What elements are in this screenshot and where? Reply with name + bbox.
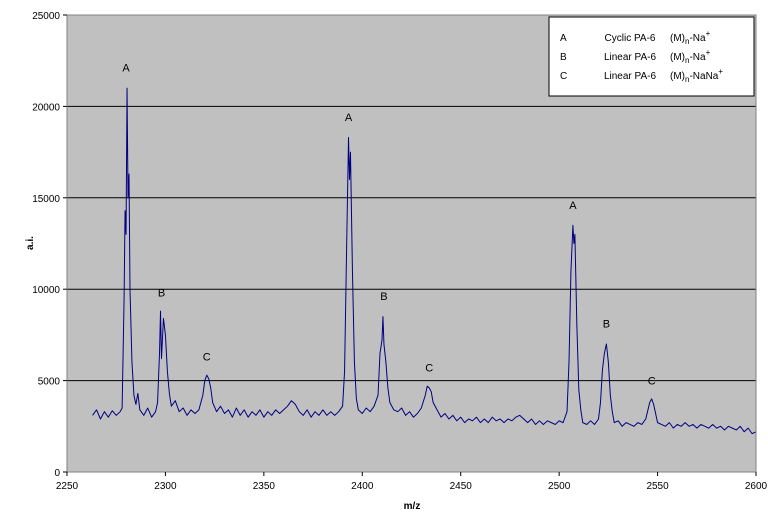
x-tick-label: 2550 [646,481,669,492]
formula-base: (M) [670,33,685,44]
spectrum-line [92,87,757,435]
peak-label: C [203,351,211,363]
peak-label: B [603,319,610,331]
y-tick-label: 0 [54,468,60,479]
legend-formula: (M)n-Na+ [670,29,711,46]
formula-sup: + [706,48,711,57]
legend-formula: (M)n-Na+ [670,48,711,65]
legend-letter: C [560,71,567,82]
legend-name: Linear PA-6 [604,71,657,82]
formula-sup: + [706,29,711,38]
formula-sub: n [685,75,689,84]
x-tick-label: 2450 [450,481,473,492]
legend-letter: A [560,33,567,44]
y-axis-label: a.i. [25,236,36,250]
peak-label: C [648,375,656,387]
legend-letter: B [560,52,567,63]
y-tick-label: 10000 [32,285,60,296]
formula-sup: + [718,67,723,76]
x-tick-label: 2400 [351,481,374,492]
formula-base: (M) [670,71,685,82]
x-tick-label: 2500 [548,481,571,492]
y-tick-label: 15000 [32,194,60,205]
peak-label: B [158,288,165,300]
formula-sub: n [685,37,689,46]
x-tick-label: 2350 [253,481,276,492]
legend-box [548,16,755,97]
peak-label: A [345,112,353,124]
peak-label: B [380,291,387,303]
y-tick-label: 25000 [32,11,60,22]
x-tick-label: 2250 [56,481,79,492]
peak-label: C [425,362,433,374]
formula-rest: -Na [689,33,706,44]
y-tick-label: 5000 [38,377,61,388]
plot-frame [66,14,757,473]
formula-rest: -NaNa [689,71,718,82]
legend-name: Cyclic PA-6 [605,33,656,44]
peak-label: A [569,200,577,212]
formula-sub: n [685,56,689,65]
x-tick-label: 2600 [745,481,768,492]
legend-formula: (M)n-NaNa+ [670,67,723,84]
x-axis-label: m/z [404,501,421,512]
formula-rest: -Na [689,52,706,63]
peak-label: A [122,63,130,75]
x-tick-label: 2300 [154,481,177,492]
legend-name: Linear PA-6 [604,52,657,63]
y-tick-label: 20000 [32,102,60,113]
formula-base: (M) [670,52,685,63]
